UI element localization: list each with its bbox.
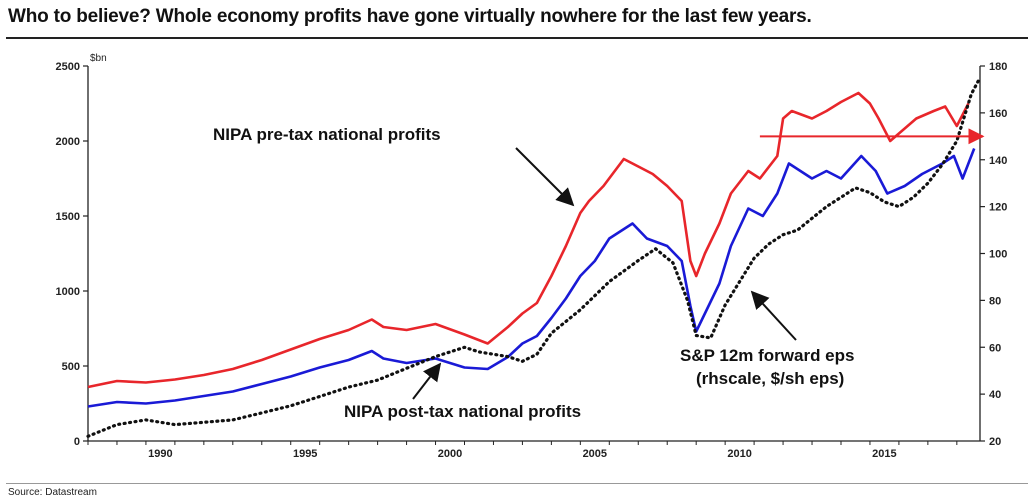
sp-arrow bbox=[750, 290, 797, 341]
right-tick-label: 120 bbox=[989, 202, 1007, 214]
pretax-profits-line bbox=[87, 91, 970, 389]
right-tick-label: 60 bbox=[989, 342, 1001, 354]
pretax-arrow bbox=[515, 147, 575, 207]
posttax-annotation: NIPA post-tax national profits bbox=[344, 402, 581, 421]
sp-annotation-line1: S&P 12m forward eps bbox=[680, 346, 854, 365]
posttax-profits-line bbox=[87, 148, 976, 408]
right-tick-label: 100 bbox=[989, 249, 1007, 261]
x-tick-label: 2010 bbox=[727, 448, 751, 460]
x-tick-label: 1990 bbox=[148, 448, 172, 460]
right-tick-label: 80 bbox=[989, 295, 1001, 307]
left-tick-label: 2500 bbox=[56, 61, 80, 73]
sp-eps-line bbox=[86, 76, 982, 438]
x-tick-label: 2015 bbox=[872, 448, 896, 460]
left-tick-label: 1500 bbox=[56, 211, 80, 223]
right-tick-label: 140 bbox=[989, 155, 1007, 167]
right-tick-label: 160 bbox=[989, 108, 1007, 120]
left-axis-unit: $bn bbox=[90, 53, 107, 64]
x-tick-label: 1995 bbox=[293, 448, 317, 460]
right-tick-label: 20 bbox=[989, 436, 1001, 448]
x-tick-label: 2005 bbox=[583, 448, 607, 460]
left-tick-label: 0 bbox=[74, 436, 80, 448]
title-divider bbox=[6, 37, 1028, 39]
chart-title: Who to believe? Whole economy profits ha… bbox=[8, 6, 812, 27]
left-tick-label: 500 bbox=[62, 361, 80, 373]
pretax-annotation: NIPA pre-tax national profits bbox=[213, 125, 441, 144]
x-tick-label: 2000 bbox=[438, 448, 462, 460]
left-tick-label: 1000 bbox=[56, 286, 80, 298]
left-tick-label: 2000 bbox=[56, 136, 80, 148]
right-tick-label: 40 bbox=[989, 389, 1001, 401]
right-tick-label: 180 bbox=[989, 61, 1007, 73]
footer-divider bbox=[6, 483, 1028, 484]
sp-annotation-line2: (rhscale, $/sh eps) bbox=[696, 369, 844, 388]
source-note: Source: Datastream bbox=[8, 487, 97, 498]
posttax-arrow bbox=[412, 362, 442, 400]
